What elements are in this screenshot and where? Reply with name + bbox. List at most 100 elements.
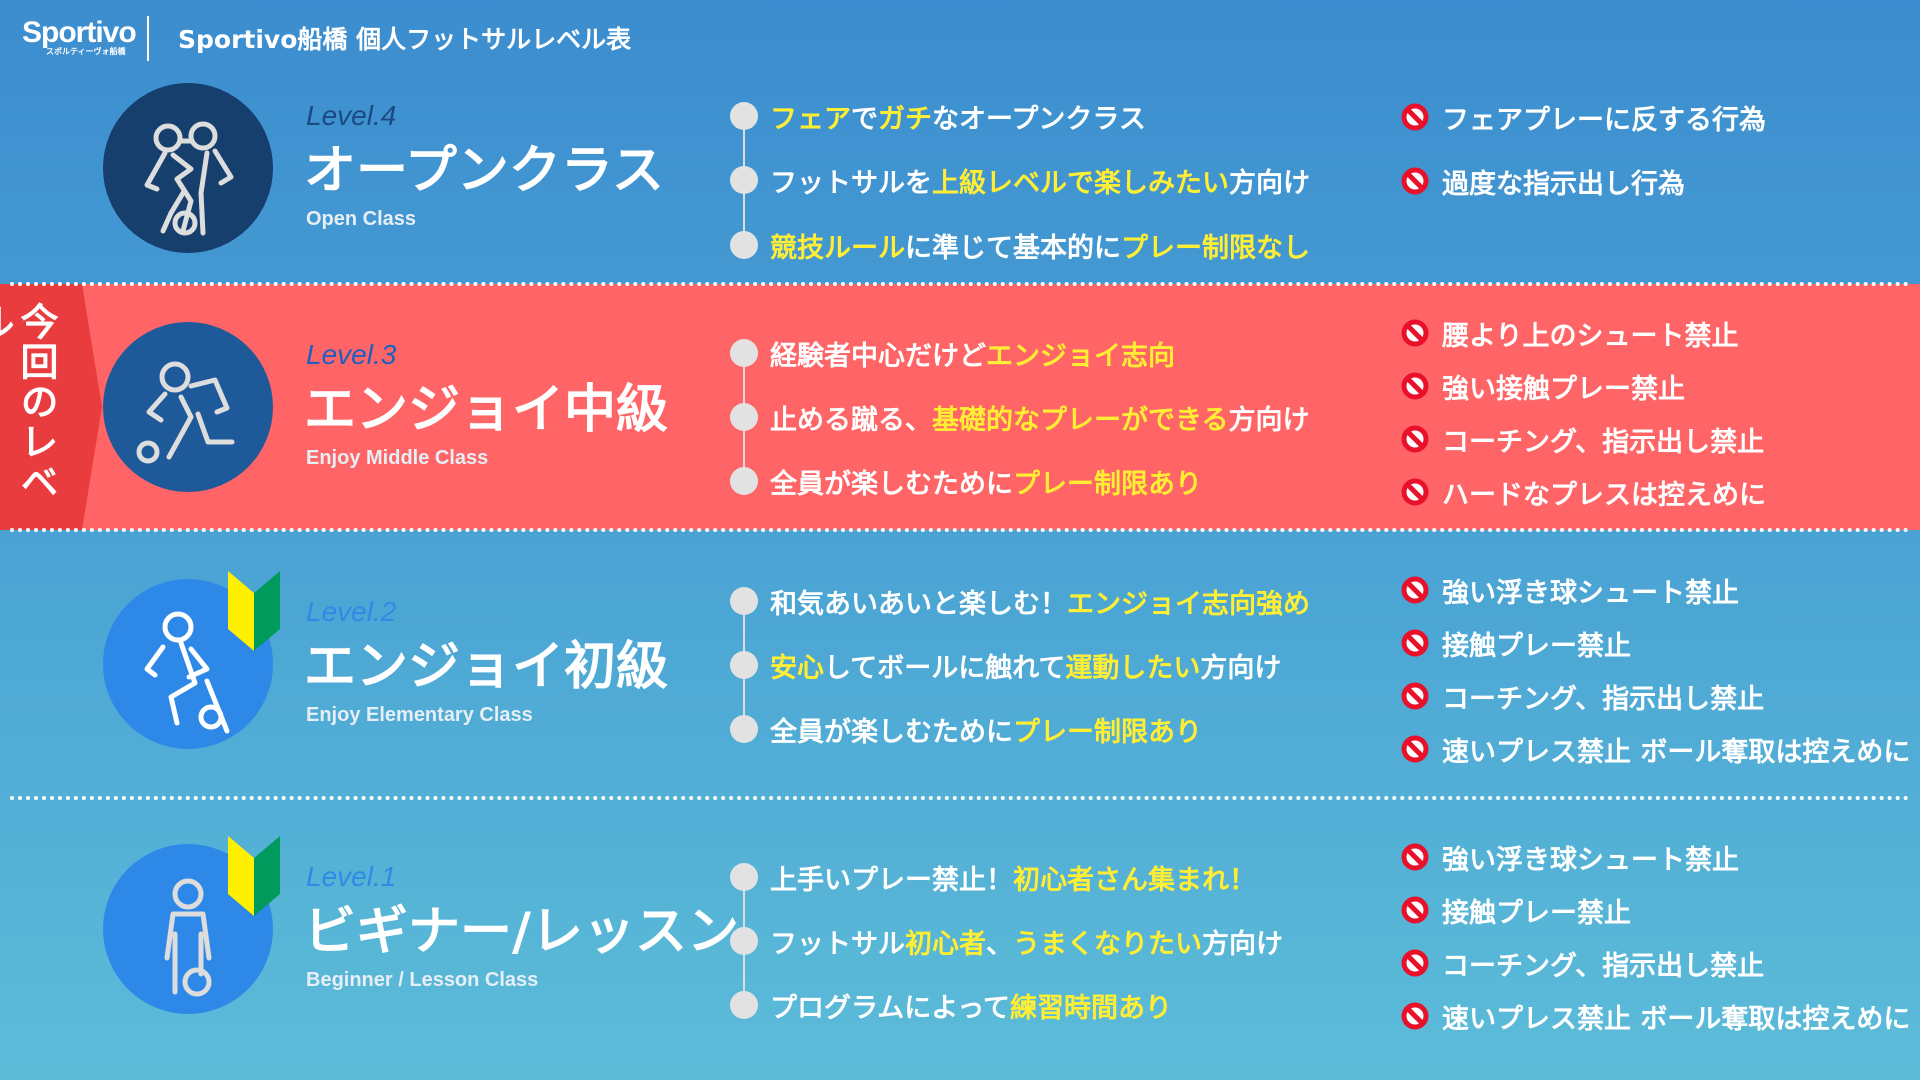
bullet-dot [730, 339, 758, 367]
feature-text: 初心者 [905, 928, 986, 960]
level-icon-circle [103, 83, 273, 253]
level-subtitle: Enjoy Middle Class [306, 447, 489, 469]
feature-text: 基礎的なプレーができる [932, 404, 1229, 436]
rule-item: 速いプレス禁止 ボール奪取は控えめに [1400, 729, 1910, 769]
feature-text: エンジョイ志向強め [1067, 588, 1310, 620]
feature-text: プレー制限あり [1013, 716, 1202, 748]
bullet-dot [730, 166, 758, 194]
level-name: ビギナー/レッスン [304, 902, 739, 962]
feature-text: ガチ [878, 103, 932, 135]
feature-text: プレー制限あり [1013, 468, 1202, 500]
prohibited-icon [1401, 425, 1429, 453]
feature-text: プログラムによって [770, 992, 1011, 1024]
section-divider [10, 282, 1910, 286]
feature-text: 全員が楽しむために [770, 716, 1013, 748]
feature-item: 和気あいあいと楽しむ！ エンジョイ志向強め [730, 581, 1310, 621]
bullet-dot [730, 651, 758, 679]
bullet-dot [730, 715, 758, 743]
bullet-dot [730, 587, 758, 615]
feature-text: 、 [986, 928, 1013, 960]
rule-text: 強い浮き球シュート禁止 [1442, 844, 1739, 876]
bullet-dot [730, 467, 758, 495]
feature-text: 和気あいあいと楽しむ！ [770, 588, 1067, 620]
rule-item: ハードなプレスは控えめに [1400, 472, 1766, 512]
level-subtitle: Open Class [306, 208, 417, 230]
prohibited-icon [1401, 896, 1429, 924]
rule-item: 腰より上のシュート禁止 [1400, 313, 1738, 353]
rule-text: 過度な指示出し行為 [1442, 168, 1685, 200]
prohibited-icon [1401, 1002, 1429, 1030]
rule-item: フェアプレーに反する行為 [1400, 97, 1766, 137]
feature-text: 全員が楽しむために [770, 468, 1013, 500]
feature-text: フットサル [770, 928, 905, 960]
sportivo-logo: Sportivo スポルティーヴォ船橋 [22, 16, 137, 56]
prohibited-icon [1401, 949, 1429, 977]
standing-player-icon [164, 878, 212, 997]
feature-item: 安心 してボールに触れて 運動したい 方向け [730, 645, 1281, 685]
prohibited-icon [1401, 682, 1429, 710]
level-subtitle: Enjoy Elementary Class [306, 704, 533, 726]
bullet-dot [730, 927, 758, 955]
rule-text: 接触プレー禁止 [1442, 630, 1631, 662]
feature-text: 上手いプレー禁止！ [770, 864, 1013, 896]
feature-item: 止める蹴る、 基礎的なプレーができる 方向け [730, 397, 1309, 437]
feature-item: 経験者中心だけど エンジョイ志向 [730, 333, 1175, 373]
bullet-dot [730, 863, 758, 891]
bullet-dot [730, 102, 758, 130]
rule-text: 腰より上のシュート禁止 [1442, 320, 1739, 352]
page-title: Sportivo船橋 個人フットサルレベル表 [178, 25, 632, 54]
bullet-dot [730, 991, 758, 1019]
feature-text: 上級レベルで楽しみたい [932, 167, 1229, 199]
level-section-1: 今回のレベル [0, 284, 1920, 530]
section-divider [10, 796, 1910, 800]
kicking-player-icon [136, 361, 235, 464]
prohibited-icon [1401, 478, 1429, 506]
rule-text: コーチング、指示出し禁止 [1442, 950, 1765, 982]
rule-item: 速いプレス禁止 ボール奪取は控えめに [1400, 996, 1910, 1036]
rule-text: コーチング、指示出し禁止 [1442, 426, 1765, 458]
feature-text: 安心 [770, 652, 824, 684]
rule-text: 速いプレス禁止 ボール奪取は控えめに [1442, 736, 1911, 768]
rule-text: 強い接触プレー禁止 [1442, 373, 1685, 405]
rule-item: 過度な指示出し行為 [1400, 161, 1685, 201]
level-subtitle: Beginner / Lesson Class [306, 969, 539, 991]
level-number: Level.1 [306, 861, 397, 892]
feature-item: フェアでガチ なオープンクラス [730, 96, 1146, 136]
beginner-mark-icon [228, 836, 280, 916]
prohibited-icon [1401, 103, 1429, 131]
prohibited-icon [1401, 735, 1429, 763]
feature-text: 止める蹴る、 [770, 404, 932, 436]
feature-text: なオープンクラス [932, 103, 1146, 135]
header: Sportivo スポルティーヴォ船橋 Sportivo船橋 個人フットサルレベル… [0, 0, 1920, 75]
feature-item: フットサルを 上級レベルで楽しみたい 方向け [730, 160, 1310, 200]
feature-text: 練習時間あり [1010, 992, 1173, 1024]
dribbling-player-icon [144, 611, 230, 734]
feature-text: してボールに触れて [824, 652, 1066, 684]
feature-text: エンジョイ志向 [986, 340, 1175, 372]
feature-text: 方向け [1229, 167, 1310, 199]
rule-item: 強い浮き球シュート禁止 [1400, 837, 1739, 877]
level-icon-circle [103, 322, 273, 492]
level-name: エンジョイ初級 [304, 637, 669, 697]
prohibited-icon [1401, 319, 1429, 347]
feature-text: に準じて基本的に [905, 232, 1121, 264]
prohibited-icon [1401, 843, 1429, 871]
feature-text: 運動したい [1065, 652, 1201, 684]
prohibited-icon [1401, 372, 1429, 400]
rule-item: コーチング、指示出し禁止 [1400, 419, 1764, 459]
feature-text: 競技ルール [770, 232, 905, 264]
feature-text: で [851, 103, 878, 135]
feature-text: 方向け [1228, 404, 1310, 436]
beginner-mark-icon [228, 571, 280, 651]
rule-item: 強い接触プレー禁止 [1400, 366, 1685, 406]
rule-item: コーチング、指示出し禁止 [1400, 676, 1764, 716]
rule-text: フェアプレーに反する行為 [1442, 104, 1766, 136]
bullet-dot [730, 403, 758, 431]
feature-text: うまくなりたい [1013, 928, 1202, 960]
feature-text: プレー制限なし [1121, 232, 1310, 264]
feature-text: 初心者さん集まれ！ [1013, 864, 1256, 896]
level-name: エンジョイ中級 [304, 380, 669, 440]
feature-item: 全員が楽しむために プレー制限あり [730, 461, 1202, 501]
feature-item: 競技ルール に準じて基本的に プレー制限なし [730, 225, 1310, 265]
prohibited-icon [1401, 629, 1429, 657]
